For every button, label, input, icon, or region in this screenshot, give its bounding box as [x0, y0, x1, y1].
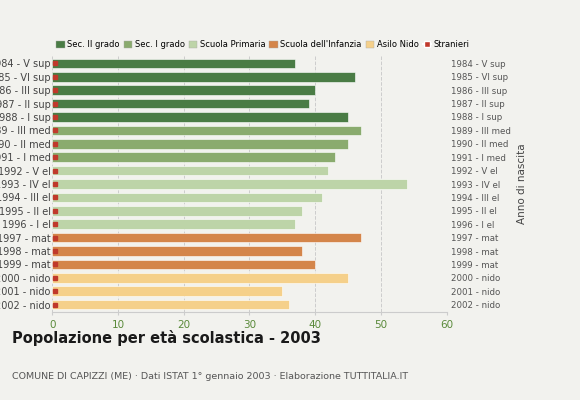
Text: COMUNE DI CAPIZZI (ME) · Dati ISTAT 1° gennaio 2003 · Elaborazione TUTTITALIA.IT: COMUNE DI CAPIZZI (ME) · Dati ISTAT 1° g… [12, 372, 408, 381]
Bar [52, 300, 289, 310]
Text: Popolazione per età scolastica - 2003: Popolazione per età scolastica - 2003 [12, 330, 321, 346]
Bar [52, 99, 309, 108]
Bar [52, 286, 282, 296]
Bar [52, 260, 315, 269]
Bar [52, 192, 322, 202]
Bar [52, 246, 302, 256]
Bar [52, 126, 361, 135]
Bar [52, 179, 407, 189]
Y-axis label: Anno di nascita: Anno di nascita [517, 144, 527, 224]
Bar [52, 58, 295, 68]
Bar [52, 85, 315, 95]
Bar [52, 219, 295, 229]
Bar [52, 139, 348, 149]
Legend: Sec. II grado, Sec. I grado, Scuola Primaria, Scuola dell'Infanzia, Asilo Nido, : Sec. II grado, Sec. I grado, Scuola Prim… [56, 40, 470, 49]
Bar [52, 206, 302, 216]
Bar [52, 112, 348, 122]
Bar [52, 233, 361, 242]
Bar [52, 273, 348, 283]
Bar [52, 166, 328, 176]
Bar [52, 72, 354, 82]
Bar [52, 152, 335, 162]
